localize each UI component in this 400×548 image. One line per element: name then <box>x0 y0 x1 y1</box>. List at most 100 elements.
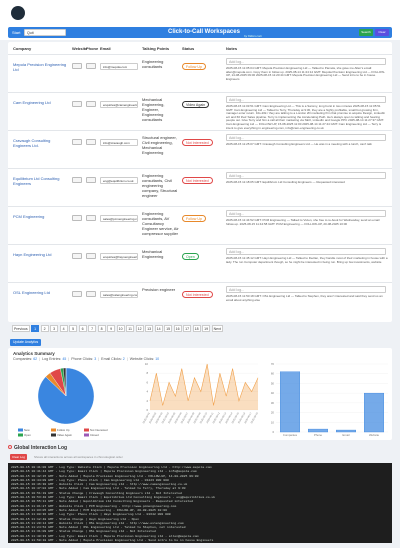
page-button[interactable]: 5 <box>69 325 78 332</box>
stat-label: Log Entries: <box>42 357 62 361</box>
status-badge[interactable]: Video Again <box>182 101 210 108</box>
log-entry: 2025-08-15 11:31:09 GMT - Status Change … <box>11 529 156 534</box>
website-button[interactable] <box>72 291 82 297</box>
page-button[interactable]: 17 <box>183 325 192 332</box>
company-table: Company Website Phone Email Talking Points St… <box>8 42 392 322</box>
page-button[interactable]: 14 <box>154 325 163 332</box>
company-name: Cravaugh Consulting Engineers Ltd. <box>13 138 51 148</box>
note-input[interactable]: Add log... <box>226 58 386 65</box>
page-button[interactable]: 1 <box>31 325 40 332</box>
log-entry: 2025-08-15 11:03:05 GMT - Note Added | P… <box>11 507 167 512</box>
website-button[interactable] <box>72 215 82 221</box>
log-output: 2025-08-15 10:41:00 GMT - Log Type: Webs… <box>8 463 392 543</box>
page-button[interactable]: 3 <box>50 325 59 332</box>
page-button[interactable]: 13 <box>145 325 154 332</box>
email-address[interactable]: info@mepola.com <box>103 65 128 69</box>
page-button[interactable]: 10 <box>116 325 125 332</box>
email-address[interactable]: eng@equilibrium.co.uk <box>103 179 134 183</box>
start-input[interactable]: Quit <box>24 29 66 36</box>
phone-button[interactable] <box>86 63 96 69</box>
analytics-panel: Analytics Summary Companies: 62Log Entri… <box>8 348 392 440</box>
status-badge[interactable]: Open <box>182 253 199 260</box>
update-analytics-button[interactable]: Update Analytics <box>10 339 42 346</box>
legend-label: Video Again <box>57 433 72 437</box>
website-button[interactable] <box>72 139 82 145</box>
page-button[interactable]: 15 <box>164 325 173 332</box>
status-badge[interactable]: Follow Up <box>182 63 206 70</box>
x-tick-label: 2025-08-16 <box>237 411 246 424</box>
website-button[interactable] <box>72 101 82 107</box>
x-tick-label: Website <box>369 433 379 437</box>
phone-button[interactable] <box>86 291 96 297</box>
status-badge[interactable]: Not Interested <box>182 139 213 146</box>
status-badge[interactable]: Not Interested <box>182 291 213 298</box>
status-badge[interactable]: Follow Up <box>182 215 206 222</box>
search-button[interactable]: Search <box>359 29 373 36</box>
x-tick-label: 2025-08-12 <box>212 411 221 424</box>
phone-button[interactable] <box>86 139 96 145</box>
charts: New Follow Up Not Interested Open Video Agai… <box>18 362 388 437</box>
page-button[interactable]: 11 <box>126 325 135 332</box>
email-address[interactable]: enquiries@haynengineering.co.uk <box>103 255 137 259</box>
log-entry: 2025-08-15 10:51:19 GMT - Status Change … <box>11 490 182 495</box>
clear-log-button[interactable]: Clear Log <box>10 454 28 460</box>
page-button[interactable]: 9 <box>107 325 116 332</box>
page-button[interactable]: 2 <box>40 325 49 332</box>
stat-label: Phone Clicks: <box>71 357 94 361</box>
note-input[interactable]: Add log... <box>226 96 386 103</box>
email-address[interactable]: sales@pcmengineering.com <box>103 217 137 221</box>
stat-label: Website Clicks: <box>129 357 155 361</box>
website-button[interactable] <box>72 63 82 69</box>
bar <box>280 371 301 433</box>
header: Start Quit Click-to-Call Workspaces by K… <box>0 0 400 40</box>
page-button[interactable]: 7 <box>88 325 97 332</box>
website-button[interactable] <box>72 177 82 183</box>
page-button[interactable]: 19 <box>202 325 211 332</box>
y-tick-label: 8 <box>146 371 148 375</box>
phone-button[interactable] <box>86 215 96 221</box>
log-entry: 2025-08-15 11:01:27 GMT - Website Click … <box>11 503 177 508</box>
column-header: Email <box>100 46 111 51</box>
notes-text: 2025-08-15 11:50:18 GMT: OSL Engineering… <box>226 295 383 302</box>
log-entry: 2025-08-15 11:50:18 GMT - Note Added | M… <box>11 538 214 543</box>
page-button[interactable]: 16 <box>173 325 182 332</box>
website-button[interactable] <box>72 253 82 259</box>
x-tick-label: 2025-08-18 <box>250 411 259 424</box>
stat: Phone Clicks: 3 <box>66 357 96 361</box>
note-input[interactable]: Add log... <box>226 172 386 179</box>
email-address[interactable]: info@cravaugh.com <box>103 141 130 145</box>
phone-button[interactable] <box>86 253 96 259</box>
page-button[interactable]: 12 <box>135 325 144 332</box>
page-button[interactable]: 8 <box>97 325 106 332</box>
note-input[interactable]: Add log... <box>226 286 386 293</box>
page-button[interactable]: 6 <box>78 325 87 332</box>
email-address[interactable]: sales@oslengineering.com <box>103 293 137 297</box>
note-input[interactable]: Add log... <box>226 134 386 141</box>
note-input[interactable]: Add log... <box>226 210 386 217</box>
bar <box>308 428 329 433</box>
status-badge[interactable]: Not Interested <box>182 177 213 184</box>
company-name: Hayn Engineering Ltd <box>13 252 52 257</box>
next-button[interactable]: Next <box>211 325 223 332</box>
y-tick-label: 0 <box>146 408 148 412</box>
x-tick-label: Email <box>343 433 350 437</box>
y-tick-label: 10 <box>271 420 275 424</box>
y-tick-label: 6 <box>146 380 148 384</box>
email-field: enquiries@haynengineering.co.uk <box>100 253 138 260</box>
note-input[interactable]: Add log... <box>226 248 386 255</box>
legend-swatch <box>84 428 89 432</box>
clear-button[interactable]: Clear <box>375 29 389 36</box>
stat: Log Entries: 45 <box>37 357 66 361</box>
y-tick-label: 2 <box>146 399 148 403</box>
log-entry: 2025-08-15 10:41:44 GMT - Log Type: Emai… <box>11 469 197 474</box>
previous-button[interactable]: Previous <box>12 325 30 332</box>
email-address[interactable]: enquiries@camengineering.co.uk <box>103 103 137 107</box>
page-button[interactable]: 4 <box>59 325 68 332</box>
phone-button[interactable] <box>86 177 96 183</box>
column-header: Company <box>13 46 32 51</box>
stat-value: 45 <box>62 357 67 361</box>
page-button[interactable]: 18 <box>192 325 201 332</box>
column-header: Notes <box>226 46 238 51</box>
phone-button[interactable] <box>86 101 96 107</box>
